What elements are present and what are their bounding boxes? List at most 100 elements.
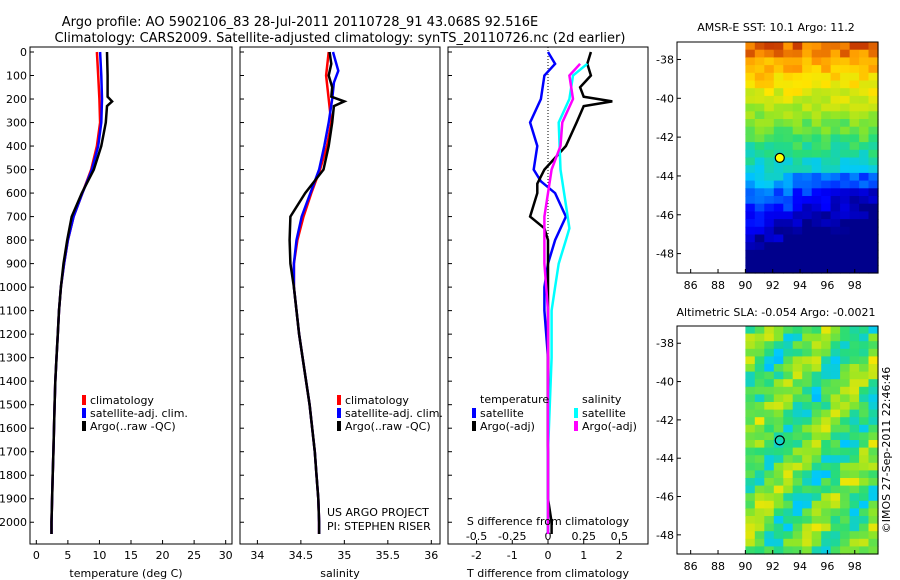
sst-heatmap-cell xyxy=(821,126,832,135)
sst-heatmap-cell xyxy=(745,257,756,266)
sst-heatmap-cell xyxy=(859,57,870,66)
sst-heatmap-cell xyxy=(773,103,784,112)
sla-heatmap-cell xyxy=(764,386,775,395)
sst-heatmap-cell xyxy=(840,95,851,105)
sla-heatmap-cell xyxy=(821,470,832,479)
sst-heatmap-cell xyxy=(745,203,756,212)
sla-heatmap-cell xyxy=(840,531,851,540)
sst-heatmap-cell xyxy=(868,88,879,97)
sst-heatmap-cell xyxy=(764,188,775,197)
sla-heatmap-cell xyxy=(821,447,832,456)
sla-heatmap-cell xyxy=(859,409,870,418)
sla-heatmap-cell xyxy=(802,409,813,418)
sst-heatmap-cell xyxy=(745,65,756,74)
map-y-tick-label: -48 xyxy=(656,248,674,261)
sst-heatmap-cell xyxy=(868,180,879,189)
sst-heatmap-cell xyxy=(830,219,841,228)
sst-heatmap-cell xyxy=(773,119,784,128)
sst-heatmap-cell xyxy=(868,249,879,259)
sst-heatmap-cell xyxy=(764,196,775,205)
sst-heatmap-cell xyxy=(773,211,784,220)
map-y-tick-label: -48 xyxy=(656,529,674,542)
sla-heatmap-cell xyxy=(773,508,784,517)
sla-heatmap-cell xyxy=(821,348,832,357)
sst-heatmap-cell xyxy=(868,103,879,112)
sla-heatmap-cell xyxy=(868,455,879,464)
sla-heatmap-cell xyxy=(783,538,794,547)
sst-heatmap-cell xyxy=(868,172,879,182)
sla-heatmap-cell xyxy=(783,364,794,373)
sla-heatmap-cell xyxy=(802,546,813,555)
x-tick-label: 15 xyxy=(124,549,138,562)
depth-tick-label: 800 xyxy=(6,234,27,247)
sla-heatmap-cell xyxy=(821,440,832,449)
sst-heatmap-cell xyxy=(830,57,841,66)
sst-heatmap-cell xyxy=(859,111,870,120)
sst-heatmap-cell xyxy=(821,72,832,82)
sst-heatmap-cell xyxy=(859,219,870,228)
sla-heatmap-cell xyxy=(764,432,775,441)
sst-heatmap-cell xyxy=(859,134,870,143)
sst-heatmap-cell xyxy=(783,226,794,236)
sst-heatmap-cell xyxy=(830,134,841,143)
sla-heatmap-cell xyxy=(792,455,803,464)
sst-heatmap-cell xyxy=(783,72,794,82)
sst-heatmap-cell xyxy=(792,65,803,74)
sla-heatmap-cell xyxy=(764,356,775,365)
map-x-tick-label: 90 xyxy=(738,279,752,292)
sla-heatmap-cell xyxy=(802,531,813,540)
sst-heatmap-cell xyxy=(754,188,765,197)
sla-heatmap-cell xyxy=(783,462,794,471)
sla-heatmap-cell xyxy=(764,462,775,471)
sst-heatmap-cell xyxy=(830,126,841,135)
sst-heatmap-cell xyxy=(745,134,756,143)
sst-heatmap-cell xyxy=(754,211,765,220)
sst-heatmap-cell xyxy=(859,165,870,174)
sst-heatmap-cell xyxy=(764,234,775,243)
sst-heatmap-cell xyxy=(849,149,860,159)
sst-heatmap-cell xyxy=(830,257,841,266)
depth-tick-label: 100 xyxy=(6,70,27,83)
sla-heatmap-cell xyxy=(745,462,756,471)
depth-tick-label: 1000 xyxy=(0,281,27,294)
sst-heatmap-cell xyxy=(840,234,851,243)
legend-label-satellite: satellite-adj. clim. xyxy=(345,407,443,420)
sst-heatmap-cell xyxy=(821,172,832,182)
sst-heatmap-cell xyxy=(868,165,879,174)
legend-swatch-t-argo xyxy=(472,421,476,431)
sst-heatmap-cell xyxy=(764,180,775,189)
sla-heatmap-cell xyxy=(745,386,756,395)
sst-heatmap-cell xyxy=(764,111,775,120)
title-line-2: Climatology: CARS2009. Satellite-adjuste… xyxy=(55,31,626,46)
sla-heatmap-cell xyxy=(868,341,879,350)
sst-heatmap-cell xyxy=(764,265,775,274)
sla-heatmap-cell xyxy=(745,485,756,494)
sla-heatmap-cell xyxy=(868,546,879,555)
sla-heatmap-cell xyxy=(802,417,813,426)
sla-heatmap-cell xyxy=(745,402,756,411)
sst-heatmap-cell xyxy=(859,49,870,58)
sst-heatmap-cell xyxy=(868,149,879,159)
map-y-tick-label: -38 xyxy=(656,337,674,350)
x-tick-label: 35 xyxy=(337,549,351,562)
sst-heatmap-cell xyxy=(802,234,813,243)
sst-heatmap-cell xyxy=(811,42,822,51)
map-y-tick-label: -42 xyxy=(656,414,674,427)
sla-heatmap-cell xyxy=(745,371,756,380)
sla-heatmap-cell xyxy=(811,348,822,357)
sst-heatmap-cell xyxy=(745,234,756,243)
sla-heatmap-cell xyxy=(745,348,756,357)
sst-heatmap-cell xyxy=(783,119,794,128)
project-pi: PI: STEPHEN RISER xyxy=(327,520,431,533)
sla-heatmap-cell xyxy=(802,341,813,350)
sla-heatmap-cell xyxy=(745,455,756,464)
sst-heatmap-cell xyxy=(868,111,879,120)
sst-heatmap-cell xyxy=(792,80,803,89)
sla-heatmap-cell xyxy=(773,333,784,342)
sla-heatmap-cell xyxy=(764,424,775,433)
sla-heatmap-cell xyxy=(811,417,822,426)
sst-heatmap-cell xyxy=(811,172,822,182)
sst-heatmap-cell xyxy=(764,172,775,182)
sla-heatmap-cell xyxy=(745,531,756,540)
sst-heatmap-cell xyxy=(754,111,765,120)
